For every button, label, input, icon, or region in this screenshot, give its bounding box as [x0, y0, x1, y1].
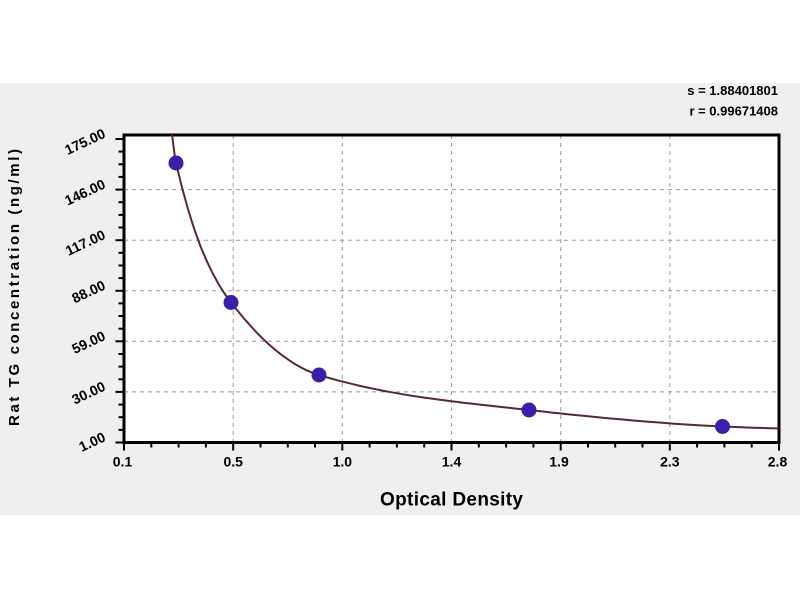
- svg-text:Optical Density: Optical Density: [380, 490, 523, 511]
- svg-text:0.5: 0.5: [223, 454, 243, 470]
- svg-text:1.4: 1.4: [442, 454, 462, 470]
- svg-text:s = 1.88401801: s = 1.88401801: [687, 83, 778, 98]
- svg-text:0.1: 0.1: [113, 454, 133, 470]
- svg-text:2.3: 2.3: [660, 454, 680, 470]
- svg-text:2.8: 2.8: [768, 454, 788, 470]
- svg-text:1.0: 1.0: [333, 454, 353, 470]
- svg-text:1.9: 1.9: [549, 454, 569, 470]
- svg-text:r = 0.99671408: r = 0.99671408: [689, 104, 778, 119]
